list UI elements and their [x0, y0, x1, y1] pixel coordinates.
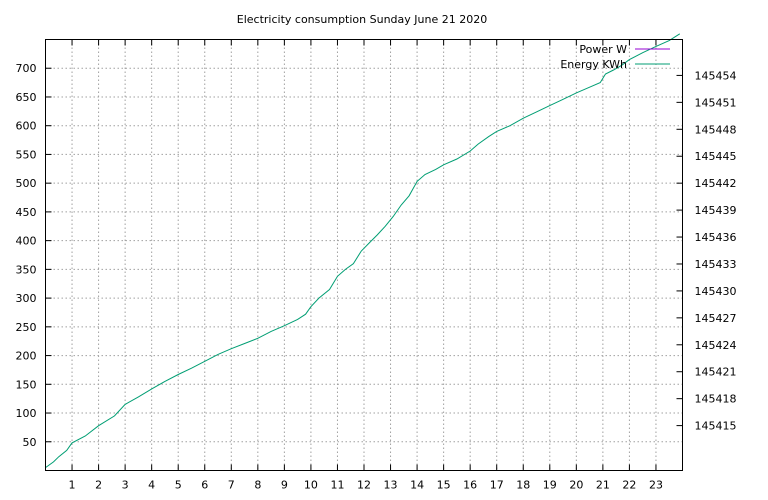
x-tick-label: 23: [649, 479, 663, 492]
y2-tick-label: 145433: [695, 258, 737, 271]
axis-ticks: 1 2 3 4 5 6 7 8 9 10 11 12 13 14 15 16 17 18 19 20 21 22 23501…: [16, 39, 737, 492]
y-tick-label: 450: [16, 206, 37, 219]
y2-tick-label: 145448: [695, 123, 737, 136]
x-tick-label: 6: [201, 479, 208, 492]
y2-tick-label: 145430: [695, 285, 737, 298]
series-layer: [45, 33, 681, 469]
y2-tick-label: 145421: [695, 366, 737, 379]
legend: Power W Energy KWh: [560, 43, 670, 71]
y-tick-label: 500: [16, 177, 37, 190]
x-tick-label: 2: [95, 479, 102, 492]
x-tick-label: 8: [254, 479, 261, 492]
y-tick-label: 350: [16, 263, 37, 276]
y-tick-label: 300: [16, 292, 37, 305]
y-tick-label: 200: [16, 350, 37, 363]
y2-tick-label: 145424: [695, 339, 737, 352]
y-tick-label: 250: [16, 321, 37, 334]
y-tick-label: 400: [16, 235, 37, 248]
x-tick-label: 4: [148, 479, 155, 492]
x-tick-label: 14: [410, 479, 424, 492]
y-tick-label: 150: [16, 378, 37, 391]
y2-tick-label: 145445: [695, 150, 737, 163]
legend-label: Power W: [579, 43, 627, 56]
y2-tick-label: 145442: [695, 177, 737, 190]
y-tick-label: 550: [16, 148, 37, 161]
grid-lines: [45, 39, 683, 471]
y-tick-label: 700: [16, 62, 37, 75]
x-tick-label: 19: [543, 479, 557, 492]
y-tick-label: 650: [16, 91, 37, 104]
x-tick-label: 11: [330, 479, 344, 492]
y-tick-label: 50: [23, 436, 37, 449]
x-tick-label: 22: [622, 479, 636, 492]
x-tick-label: 7: [228, 479, 235, 492]
y2-tick-label: 145418: [695, 393, 737, 406]
x-tick-label: 10: [304, 479, 318, 492]
y2-tick-label: 145436: [695, 231, 737, 244]
y2-tick-label: 145439: [695, 204, 737, 217]
x-tick-label: 16: [463, 479, 477, 492]
x-tick-label: 3: [122, 479, 129, 492]
x-tick-label: 1: [69, 479, 76, 492]
y-tick-label: 100: [16, 407, 37, 420]
x-tick-label: 5: [175, 479, 182, 492]
x-tick-label: 21: [596, 479, 610, 492]
chart-title: Electricity consumption Sunday June 21 2…: [237, 13, 487, 26]
legend-label: Energy KWh: [560, 58, 627, 71]
x-tick-label: 12: [357, 479, 371, 492]
x-tick-label: 9: [281, 479, 288, 492]
y2-tick-label: 145454: [695, 69, 737, 82]
x-tick-label: 17: [490, 479, 504, 492]
x-tick-label: 18: [516, 479, 530, 492]
y2-tick-label: 145451: [695, 96, 737, 109]
x-tick-label: 15: [437, 479, 451, 492]
y-tick-label: 600: [16, 120, 37, 133]
series-line-2: [45, 33, 681, 469]
x-tick-label: 20: [569, 479, 583, 492]
y2-tick-label: 145415: [695, 420, 737, 433]
y2-tick-label: 145427: [695, 312, 737, 325]
x-tick-label: 13: [384, 479, 398, 492]
